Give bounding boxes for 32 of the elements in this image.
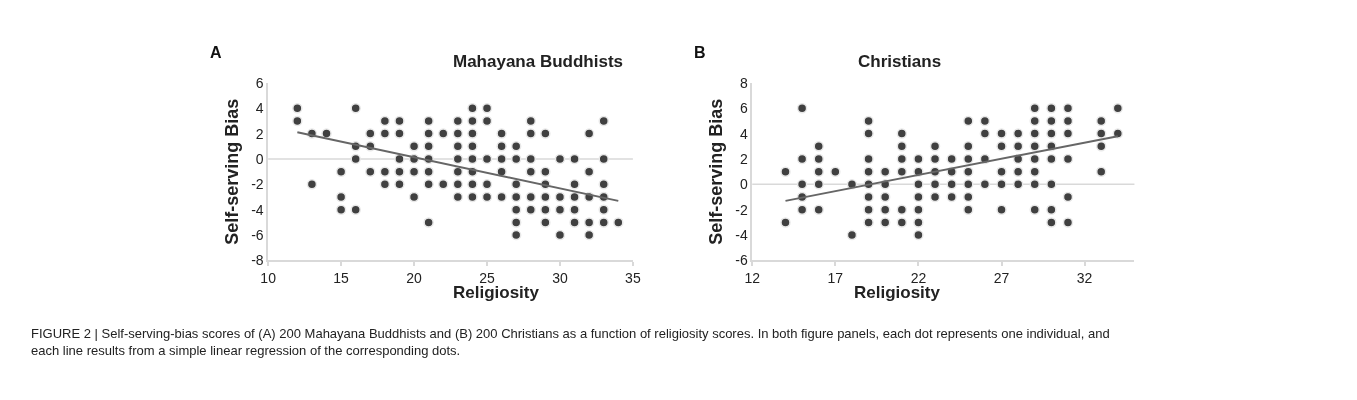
y-tick-label: -4 [251, 201, 264, 218]
x-tick-label: 30 [552, 270, 568, 287]
caption: FIGURE 2 | Self-serving-bias scores of (A) 200 Mahayana Buddhists and (B) 200 Christians as a function of religiosity scores. In both figure panels, each dot represents one individual, and each line results from a simple linear regression of the corresponding dots. [31, 326, 1110, 358]
y-tick-label: -6 [735, 252, 748, 269]
chart-title: Mahayana Buddhists [453, 52, 624, 71]
y-tick-label: 4 [255, 100, 264, 117]
x-tick-label: 27 [993, 270, 1010, 287]
y-tick-label: -2 [251, 176, 264, 193]
y-tick-label: -2 [735, 201, 748, 218]
y-axis-title: Self-serving Bias [221, 98, 242, 245]
y-axis-title: Self-serving Bias [705, 98, 726, 245]
x-tick-label: 32 [1076, 270, 1093, 287]
y-tick-label: 0 [255, 150, 264, 167]
text: A [210, 44, 222, 61]
x-tick-label: 10 [260, 270, 277, 287]
y-tick-label: 4 [739, 125, 748, 142]
x-tick-label: 20 [406, 270, 423, 287]
y-tick-label: 2 [255, 125, 264, 142]
x-tick-label: 17 [827, 270, 844, 287]
y-tick-label: 2 [739, 150, 748, 167]
x-tick-label: 15 [333, 270, 350, 287]
y-tick-label: -8 [251, 252, 264, 269]
y-tick-label: -4 [735, 227, 748, 244]
y-tick-label: 8 [739, 74, 748, 91]
text: B [694, 44, 706, 61]
y-tick-label: 6 [255, 74, 264, 91]
x-tick-label: 12 [744, 270, 761, 287]
x-tick-label: 35 [625, 270, 641, 287]
y-tick-label: 0 [739, 176, 748, 193]
chart-title: Christians [858, 52, 942, 71]
y-tick-label: -6 [251, 227, 264, 244]
y-tick-label: 6 [739, 100, 748, 117]
